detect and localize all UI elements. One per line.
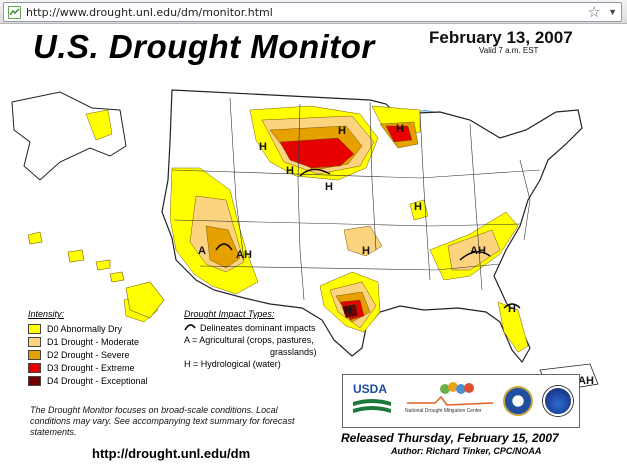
impact-line-1-text: Delineates dominant impacts xyxy=(200,323,316,333)
impact-types-legend: Drought Impact Types: Delineates dominan… xyxy=(184,309,364,370)
impact-h-fl: H xyxy=(508,303,516,315)
browser-toolbar: http://www.drought.unl.edu/dm/monitor.ht… xyxy=(0,0,627,24)
author-credit: Author: Richard Tinker, CPC/NOAA xyxy=(391,446,542,456)
legend-swatch-d0 xyxy=(28,323,41,334)
usda-logo: USDA xyxy=(353,382,391,420)
star-icon[interactable]: ☆ xyxy=(587,4,601,21)
impact-line-1: Delineates dominant impacts xyxy=(184,322,364,334)
page-favicon-icon xyxy=(8,6,21,19)
chevron-down-icon[interactable]: ▼ xyxy=(608,7,617,17)
legend-swatch-d3 xyxy=(28,362,41,373)
disclaimer-note: The Drought Monitor focuses on broad-sca… xyxy=(30,405,295,437)
drought-monitor-page: U.S. Drought Monitor February 13, 2007 V… xyxy=(0,25,627,468)
legend-swatch-d1 xyxy=(28,336,41,347)
legend-label-d2: D2 Drought - Severe xyxy=(47,349,130,360)
impact-h-neb2: H xyxy=(325,181,333,193)
page-title: U.S. Drought Monitor xyxy=(33,28,375,65)
curve-icon xyxy=(184,324,196,331)
state-borders xyxy=(171,97,541,301)
ndmc-logo-text: National Drought Mitigation Center xyxy=(405,408,482,414)
legend-label-d1: D1 Drought - Moderate xyxy=(47,336,140,347)
usda-logo-text: USDA xyxy=(353,382,388,396)
legend-item-d4: D4 Drought - Exceptional xyxy=(28,374,188,387)
address-bar[interactable]: http://www.drought.unl.edu/dm/monitor.ht… xyxy=(3,2,622,22)
legend-label-d0: D0 Abnormally Dry xyxy=(47,323,123,334)
legend-heading: Intensity: xyxy=(28,309,65,319)
impact-h-dakota: H xyxy=(338,125,346,137)
ndmc-logo: National Drought Mitigation Center xyxy=(405,381,495,421)
legend-label-d3: D3 Drought - Extreme xyxy=(47,362,135,373)
impact-line-3: grasslands) xyxy=(270,347,317,357)
impact-h-tx: H xyxy=(344,305,352,317)
commerce-seal-icon xyxy=(503,386,533,416)
noaa-seal-icon xyxy=(543,386,573,416)
impact-h-mt: H xyxy=(259,141,267,153)
url-text[interactable]: http://www.drought.unl.edu/dm/monitor.ht… xyxy=(26,6,273,19)
alaska xyxy=(11,91,127,181)
impact-ah-sw: AH xyxy=(236,249,252,261)
impact-a-sw: A xyxy=(198,245,206,257)
impact-h-mn: H xyxy=(396,123,404,135)
valid-time: Valid 7 a.m. EST xyxy=(479,46,539,55)
impact-h-neb: H xyxy=(286,165,294,177)
impact-ah-pr: AH xyxy=(578,375,594,387)
intensity-legend: Intensity: D0 Abnormally Dry D1 Drought … xyxy=(28,309,188,387)
impact-h-oh: H xyxy=(414,201,422,213)
footer-url[interactable]: http://drought.unl.edu/dm xyxy=(92,446,251,461)
legend-item-d0: D0 Abnormally Dry xyxy=(28,322,188,335)
drought-map: A AH H H H H H H H H AH H AH xyxy=(11,89,599,393)
legend-swatch-d4 xyxy=(28,375,41,386)
impact-h-ks: H xyxy=(362,245,370,257)
impact-line-4: H = Hydrological (water) xyxy=(184,359,281,369)
legend-item-d2: D2 Drought - Severe xyxy=(28,348,188,361)
map-date: February 13, 2007 xyxy=(429,28,573,47)
agency-logos: USDA National Drought Mitigation Center xyxy=(342,374,580,428)
legend-label-d4: D4 Drought - Exceptional xyxy=(47,375,148,386)
legend-item-d3: D3 Drought - Extreme xyxy=(28,361,188,374)
legend-swatch-d2 xyxy=(28,349,41,360)
conus-outline xyxy=(161,89,583,364)
impact-line-2: A = Agricultural (crops, pastures, xyxy=(184,335,314,345)
legend-item-d1: D1 Drought - Moderate xyxy=(28,335,188,348)
impact-ah-se: AH xyxy=(470,245,486,257)
impact-heading: Drought Impact Types: xyxy=(184,309,275,319)
impact-labels: A AH H H H H H H H H AH H AH xyxy=(198,123,594,387)
impact-delineation-curves xyxy=(215,168,521,309)
hawaii xyxy=(27,231,165,319)
release-date: Released Thursday, February 15, 2007 xyxy=(341,431,559,445)
